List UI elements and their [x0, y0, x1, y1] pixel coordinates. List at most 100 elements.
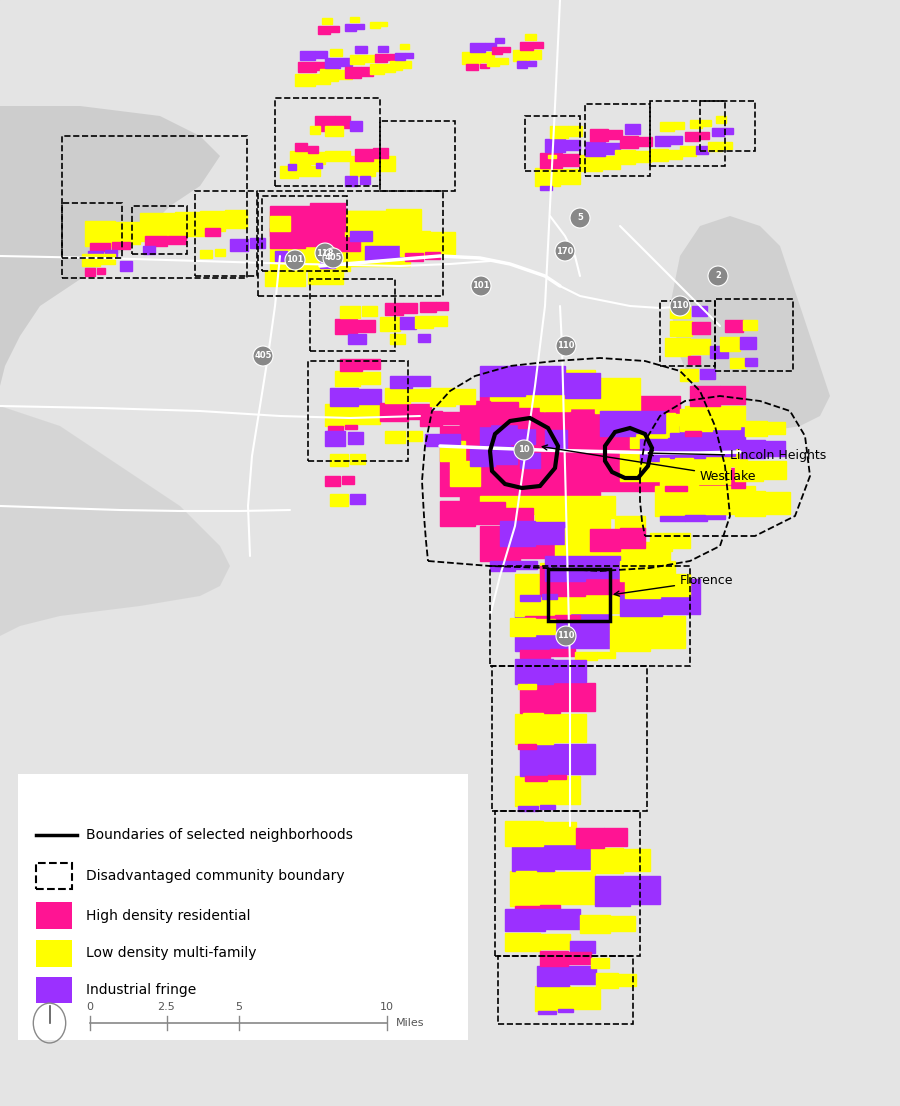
Bar — [308, 361, 408, 461]
Bar — [62, 136, 247, 278]
Bar — [570, 941, 595, 953]
Text: Westlake: Westlake — [543, 445, 757, 482]
Bar — [525, 776, 547, 781]
Bar — [547, 171, 557, 174]
Bar — [495, 446, 517, 465]
Bar — [316, 62, 328, 70]
Bar — [270, 211, 350, 271]
Bar — [575, 495, 615, 518]
Bar — [540, 186, 552, 190]
Bar — [405, 53, 413, 58]
Bar — [597, 653, 615, 658]
Bar — [692, 322, 710, 334]
Bar — [345, 176, 357, 186]
Text: Low density multi-family: Low density multi-family — [86, 947, 256, 960]
Text: 0: 0 — [86, 1002, 94, 1012]
Bar — [645, 542, 670, 564]
Bar — [720, 337, 740, 351]
Bar — [720, 386, 745, 404]
Bar — [425, 252, 440, 259]
Bar — [200, 211, 225, 231]
Bar — [407, 431, 422, 441]
Bar — [499, 58, 508, 64]
Bar — [722, 142, 732, 149]
Bar — [537, 966, 569, 987]
Bar — [655, 486, 695, 517]
Bar — [650, 101, 725, 166]
Bar — [542, 594, 557, 599]
Text: Miles: Miles — [396, 1018, 425, 1029]
Bar — [515, 574, 570, 616]
Text: 110: 110 — [671, 302, 688, 311]
Bar — [325, 476, 340, 486]
Bar — [529, 50, 541, 59]
Bar — [545, 556, 585, 581]
Bar — [420, 411, 442, 426]
Bar — [723, 448, 747, 466]
Circle shape — [670, 296, 690, 316]
Bar — [330, 453, 348, 466]
Bar — [690, 340, 710, 354]
Bar — [335, 116, 350, 128]
Bar — [638, 137, 652, 146]
Bar — [660, 122, 674, 131]
Bar — [525, 616, 555, 620]
Bar — [265, 271, 305, 286]
Bar — [675, 458, 693, 463]
Bar — [620, 451, 660, 481]
Bar — [715, 426, 745, 448]
Bar — [460, 421, 540, 501]
Bar — [357, 320, 375, 332]
Bar — [380, 403, 408, 421]
Bar — [512, 841, 554, 872]
Bar — [475, 502, 505, 524]
Bar — [513, 50, 529, 61]
Text: Disadvantaged community boundary: Disadvantaged community boundary — [86, 869, 344, 883]
Bar — [330, 494, 348, 507]
Bar — [565, 528, 593, 547]
Bar — [570, 987, 600, 1009]
Bar — [580, 155, 602, 171]
Circle shape — [555, 241, 575, 261]
Bar — [322, 18, 332, 24]
Bar — [523, 713, 543, 718]
Bar — [288, 164, 296, 170]
Bar — [525, 34, 536, 40]
Text: High density residential: High density residential — [86, 909, 250, 922]
Bar — [554, 841, 591, 869]
Bar — [635, 411, 665, 434]
Bar — [140, 213, 175, 241]
Bar — [495, 811, 640, 956]
Bar — [466, 64, 478, 70]
Bar — [725, 320, 743, 332]
Bar — [535, 168, 560, 186]
Bar — [205, 228, 220, 236]
Bar — [515, 561, 537, 568]
Bar — [62, 204, 122, 258]
Bar — [350, 453, 365, 465]
Bar — [385, 431, 405, 444]
Text: 5: 5 — [577, 213, 583, 222]
Bar — [318, 27, 330, 34]
Bar — [492, 666, 647, 811]
Bar — [620, 136, 638, 148]
Bar — [670, 306, 690, 319]
Bar — [605, 143, 620, 154]
Bar — [270, 216, 290, 231]
Bar — [615, 150, 635, 164]
Bar — [520, 526, 555, 559]
Bar — [328, 426, 343, 431]
Bar — [595, 876, 630, 906]
Bar — [360, 372, 380, 384]
Bar — [200, 250, 212, 258]
Bar — [500, 521, 535, 546]
Circle shape — [556, 336, 576, 356]
Bar — [680, 486, 720, 517]
Bar — [620, 561, 650, 581]
Bar — [310, 204, 345, 231]
Bar — [355, 404, 380, 424]
Bar — [600, 396, 680, 491]
Bar — [480, 64, 489, 67]
Bar — [480, 396, 600, 495]
Bar — [685, 515, 705, 519]
